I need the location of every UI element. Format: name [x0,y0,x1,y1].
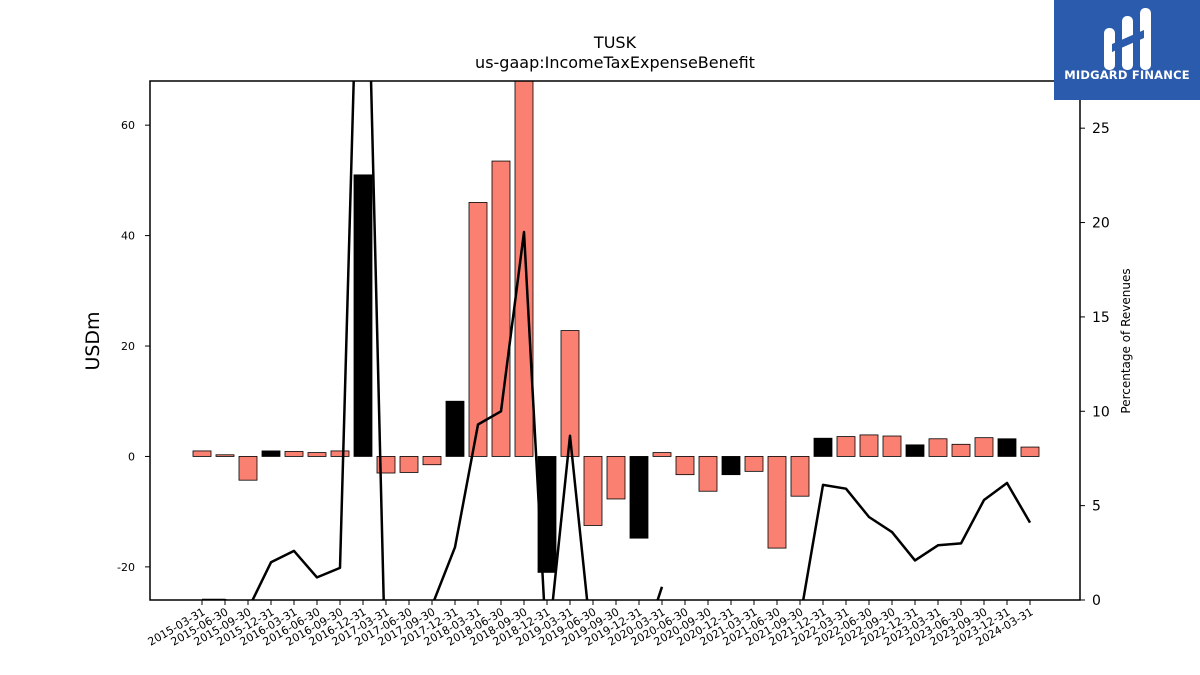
bar [284,451,304,457]
y-tick-label: 20 [121,340,135,353]
bar [813,437,833,457]
bar [445,400,465,457]
bar [882,435,902,457]
y2-tick-label: 10 [1092,404,1110,420]
y2-tick-label: 5 [1092,499,1101,515]
bar [307,452,327,457]
y2-tick-label: 20 [1092,216,1110,232]
bar [974,437,994,457]
bar [951,443,971,457]
chart-title: TUSK [593,33,637,52]
bar [675,456,695,476]
bar [422,456,442,466]
bar [238,456,258,481]
plot-frame [149,80,1081,601]
bar [606,456,626,500]
bar [790,456,810,497]
bars-group [192,81,1040,573]
bar [905,444,925,457]
bar [698,456,718,492]
bar [215,454,235,457]
chart-subtitle: us-gaap:IncomeTaxExpenseBenefit [475,53,755,72]
bar [468,202,488,457]
bar [629,456,649,539]
y2-tick-label: 0 [1092,593,1101,609]
bar [859,434,879,457]
percentage-line [202,81,1032,600]
bar [721,456,741,476]
bar [192,450,212,457]
bar [330,450,350,457]
bar [261,450,281,457]
y-tick-label: 60 [121,119,135,132]
bar [353,174,373,457]
midgard-finance-logo: MIDGARD FINANCE [1054,0,1200,100]
bar [537,456,557,573]
bar [744,456,764,472]
bar [928,438,948,457]
midgard-logo-icon [1104,8,1151,70]
logo-text: MIDGARD FINANCE [1064,68,1190,82]
line-group [202,81,1032,600]
y2-tick-label: 15 [1092,310,1110,326]
bar [1020,446,1040,457]
bar [399,456,419,473]
bar [997,438,1017,457]
bar [836,436,856,457]
y-axis-label: USDm [82,311,104,370]
bar [652,452,672,457]
y2-axis-label: Percentage of Revenues [1119,268,1133,413]
y-tick-label: -20 [117,561,135,574]
bar [767,456,787,549]
y2-tick-label: 25 [1092,121,1110,137]
y-tick-label: 0 [128,450,135,463]
y-tick-label: 40 [121,230,135,243]
bar [583,456,603,526]
bar [514,81,534,457]
bar [560,330,580,457]
